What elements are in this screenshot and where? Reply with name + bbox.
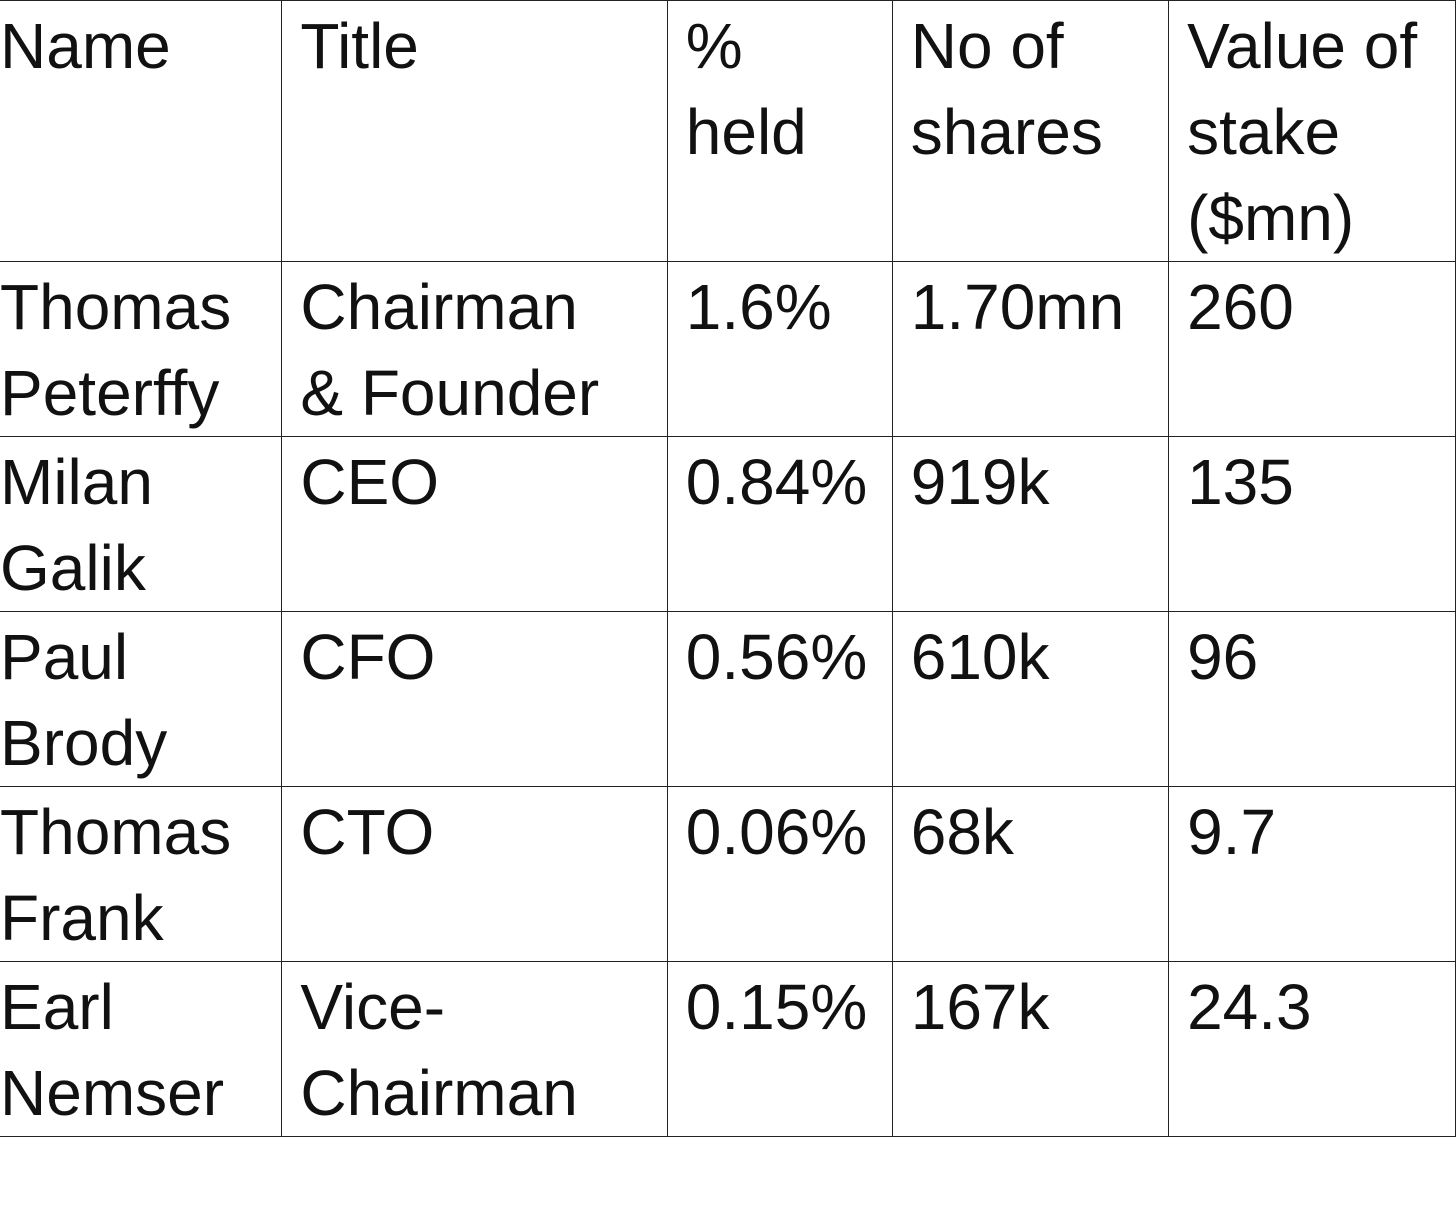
cell-title: CTO	[281, 786, 668, 962]
table-container: Name Title % held No of shares Value of …	[0, 0, 1456, 1137]
header-value-of-stake-line: Value of	[1187, 10, 1418, 82]
header-name-line: Name	[0, 10, 171, 82]
cell-name-line: Peterffy	[0, 357, 220, 429]
cell-name: Paul Brody	[0, 611, 283, 787]
cell-no-of-shares: 610k	[891, 611, 1170, 787]
header-no-of-shares-line: No of	[910, 10, 1064, 82]
cell-name-line: Thomas	[0, 271, 232, 343]
cell-name-line: Earl	[0, 971, 114, 1043]
cell-title: CFO	[281, 611, 668, 787]
header-percent-held-line: held	[685, 96, 807, 168]
cell-percent-held: 0.15%	[666, 961, 893, 1137]
cell-name: Thomas Frank	[0, 786, 283, 962]
table-header-row: Name Title % held No of shares Value of …	[0, 0, 1456, 262]
cell-value-of-stake: 260	[1168, 261, 1456, 437]
header-value-of-stake-line: stake	[1187, 96, 1341, 168]
cell-name: Thomas Peterffy	[0, 261, 283, 437]
cell-name: Earl Nemser	[0, 961, 283, 1137]
cell-name-line: Frank	[0, 882, 164, 954]
cell-title-line: Vice-	[300, 971, 445, 1043]
cell-name: Milan Galik	[0, 436, 283, 612]
table-row: Milan Galik CEO 0.84% 919k 135	[0, 436, 1456, 612]
cell-no-of-shares: 1.70mn	[891, 261, 1170, 437]
cell-value-of-stake: 96	[1168, 611, 1456, 787]
header-title-line: Title	[300, 10, 419, 82]
cell-title-line: Chairman	[300, 271, 578, 343]
cell-value-of-stake: 9.7	[1168, 786, 1456, 962]
cell-value-of-stake: 135	[1168, 436, 1456, 612]
cell-name-line: Milan	[0, 446, 153, 518]
header-percent-held: % held	[666, 0, 893, 262]
cell-name-line: Thomas	[0, 796, 232, 868]
cell-value-of-stake: 24.3	[1168, 961, 1456, 1137]
table-row: Earl Nemser Vice- Chairman 0.15% 167k 24…	[0, 961, 1456, 1137]
cell-title: Chairman & Founder	[281, 261, 668, 437]
cell-name-line: Brody	[0, 707, 168, 779]
cell-no-of-shares: 68k	[891, 786, 1170, 962]
cell-percent-held: 0.06%	[666, 786, 893, 962]
header-name: Name	[0, 0, 283, 262]
insider-holdings-table: Name Title % held No of shares Value of …	[0, 0, 1456, 1137]
cell-title: CEO	[281, 436, 668, 612]
table-row: Thomas Peterffy Chairman & Founder 1.6% …	[0, 261, 1456, 437]
cell-percent-held: 0.56%	[666, 611, 893, 787]
header-value-of-stake: Value of stake ($mn)	[1168, 0, 1456, 262]
table-row: Paul Brody CFO 0.56% 610k 96	[0, 611, 1456, 787]
cell-no-of-shares: 167k	[891, 961, 1170, 1137]
header-value-of-stake-line: ($mn)	[1187, 182, 1355, 254]
table-row: Thomas Frank CTO 0.06% 68k 9.7	[0, 786, 1456, 962]
cell-name-line: Galik	[0, 532, 146, 604]
cell-percent-held: 1.6%	[666, 261, 893, 437]
cell-name-line: Nemser	[0, 1057, 225, 1129]
header-percent-held-line: %	[685, 10, 743, 82]
cell-percent-held: 0.84%	[666, 436, 893, 612]
cell-no-of-shares: 919k	[891, 436, 1170, 612]
cell-name-line: Paul	[0, 621, 129, 693]
cell-title: Vice- Chairman	[281, 961, 668, 1137]
cell-title-line: Chairman	[300, 1057, 578, 1129]
header-no-of-shares: No of shares	[891, 0, 1170, 262]
header-title: Title	[281, 0, 668, 262]
header-no-of-shares-line: shares	[910, 96, 1103, 168]
cell-title-line: & Founder	[300, 357, 600, 429]
